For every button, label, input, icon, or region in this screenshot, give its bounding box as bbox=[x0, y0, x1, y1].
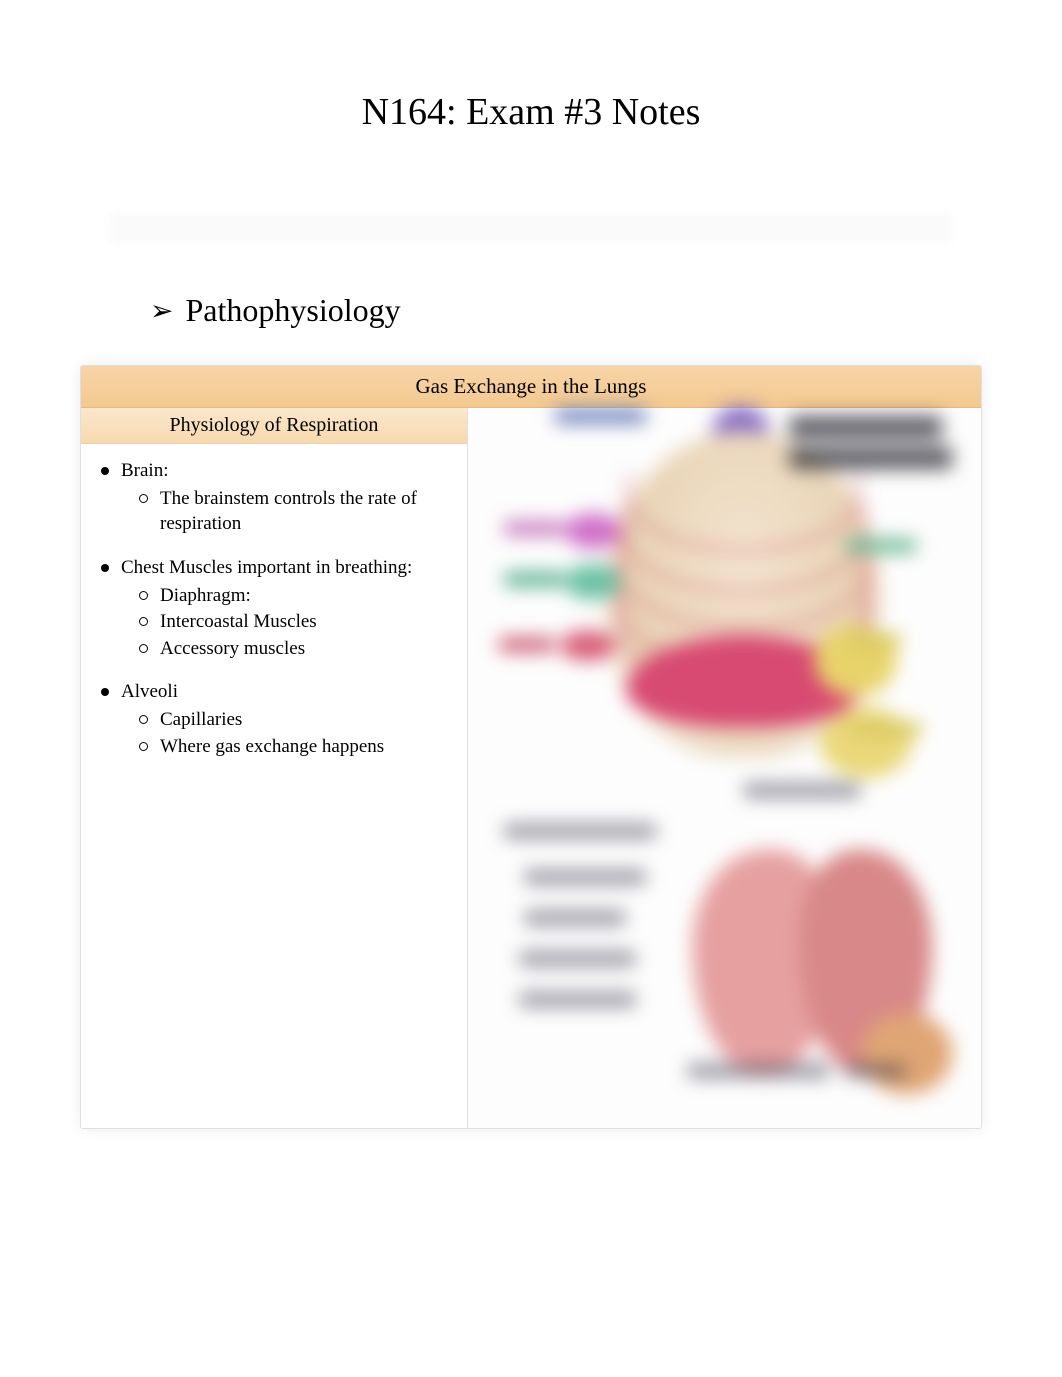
note-item: Chest Muscles important in breathing:Dia… bbox=[99, 555, 449, 662]
note-item: AlveoliCapillariesWhere gas exchange hap… bbox=[99, 679, 449, 759]
label-b6 bbox=[687, 1064, 830, 1078]
bullet-ring-icon bbox=[139, 715, 148, 724]
muscle-yellow-2 bbox=[820, 707, 912, 778]
note-label: Brain: bbox=[121, 458, 169, 484]
label-pink bbox=[504, 521, 565, 535]
label-title-2 bbox=[789, 447, 952, 469]
note-label: Alveoli bbox=[121, 679, 178, 705]
bullet-dot-icon bbox=[101, 564, 109, 572]
arrow-icon: ➢ bbox=[150, 296, 173, 327]
label-b4 bbox=[519, 952, 636, 966]
sub-header: Physiology of Respiration bbox=[81, 408, 467, 444]
box-body: Physiology of Respiration Brain:The brai… bbox=[81, 408, 981, 1128]
note-subitem: Accessory muscles bbox=[139, 636, 449, 662]
label-b2 bbox=[524, 870, 646, 884]
label-b5 bbox=[519, 992, 636, 1006]
note-subitem: Diaphragm: bbox=[139, 583, 449, 609]
muscle-pink bbox=[565, 513, 621, 549]
label-b3 bbox=[524, 911, 626, 925]
note-item: Brain:The brainstem controls the rate of… bbox=[99, 458, 449, 537]
note-subtext: Capillaries bbox=[160, 707, 242, 733]
note-subitem: Capillaries bbox=[139, 707, 449, 733]
bullet-ring-icon bbox=[139, 617, 148, 626]
label-b1 bbox=[504, 824, 657, 838]
bullet-dot-icon bbox=[101, 688, 109, 696]
section-heading: ➢ Pathophysiology bbox=[150, 292, 1002, 329]
document-page: N164: Exam #3 Notes ➢ Pathophysiology Gas… bbox=[0, 0, 1062, 1189]
note-subtext: Where gas exchange happens bbox=[160, 734, 384, 760]
muscle-red bbox=[560, 630, 616, 661]
bullet-dot-icon bbox=[101, 467, 109, 475]
left-column: Physiology of Respiration Brain:The brai… bbox=[81, 408, 468, 1128]
label-green-r bbox=[845, 539, 916, 553]
divider bbox=[110, 214, 952, 242]
note-subitem: Where gas exchange happens bbox=[139, 734, 449, 760]
label-green bbox=[504, 572, 565, 586]
note-subitem: The brainstem controls the rate of respi… bbox=[139, 486, 449, 537]
label-mid bbox=[743, 783, 860, 797]
label-title-1 bbox=[789, 416, 942, 438]
note-subtext: Diaphragm: bbox=[160, 583, 251, 609]
section-heading-text: Pathophysiology bbox=[185, 292, 400, 328]
label-red bbox=[499, 637, 555, 651]
note-subitem: Intercoastal Muscles bbox=[139, 609, 449, 635]
muscle-green bbox=[565, 564, 621, 600]
note-label: Chest Muscles important in breathing: bbox=[121, 555, 412, 581]
label-brain bbox=[555, 409, 647, 423]
bullet-ring-icon bbox=[139, 644, 148, 653]
note-subtext: Intercoastal Muscles bbox=[160, 609, 317, 635]
right-column-illustration bbox=[468, 408, 981, 1128]
label-b7 bbox=[845, 1064, 906, 1078]
note-subtext: The brainstem controls the rate of respi… bbox=[160, 486, 449, 537]
alveoli-shape bbox=[861, 1013, 953, 1095]
blurred-diagram bbox=[463, 401, 982, 1129]
bullet-ring-icon bbox=[139, 494, 148, 503]
label-yellow-1 bbox=[850, 633, 901, 647]
notes-area: Brain:The brainstem controls the rate of… bbox=[81, 444, 467, 795]
label-yellow-2 bbox=[850, 722, 921, 736]
bullet-ring-icon bbox=[139, 742, 148, 751]
bullet-ring-icon bbox=[139, 591, 148, 600]
content-box: Gas Exchange in the Lungs Physiology of … bbox=[80, 365, 982, 1129]
note-subtext: Accessory muscles bbox=[160, 636, 305, 662]
page-title: N164: Exam #3 Notes bbox=[60, 90, 1002, 134]
